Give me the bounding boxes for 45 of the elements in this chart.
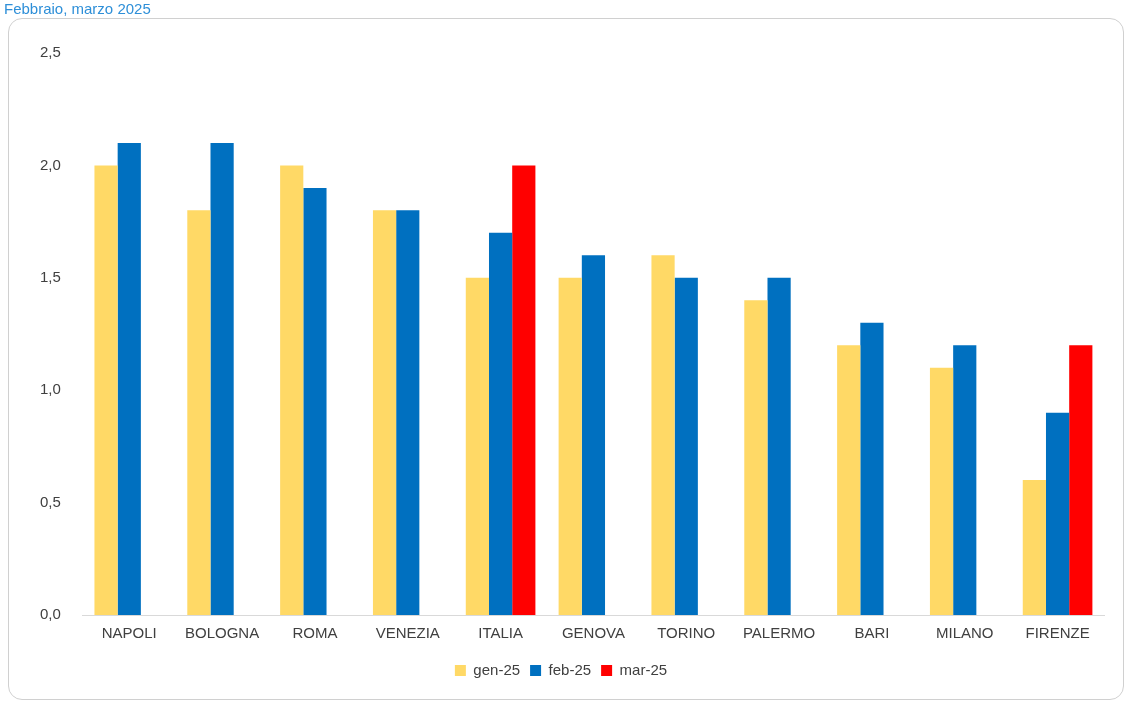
y-tick-label: 0,0 <box>39 605 61 623</box>
x-tick-label: VENEZIA <box>375 624 440 642</box>
bar <box>117 142 141 615</box>
bar <box>1045 412 1070 615</box>
legend-label: mar-25 <box>619 660 668 678</box>
bar <box>396 210 420 615</box>
bar <box>488 232 513 615</box>
y-tick-label: 2,5 <box>39 43 61 61</box>
bar <box>860 322 884 615</box>
bar <box>512 165 536 615</box>
bar <box>558 277 582 615</box>
x-tick-label: GENOVA <box>561 624 625 642</box>
bar <box>1069 345 1093 615</box>
bar <box>187 210 211 615</box>
x-tick-label: BOLOGNA <box>185 624 260 642</box>
x-tick-label: TORINO <box>657 624 716 642</box>
x-tick-label: PALERMO <box>742 624 816 642</box>
y-tick-label: 0,5 <box>39 492 61 510</box>
x-tick-label: ROMA <box>292 624 338 642</box>
bar <box>674 277 698 615</box>
y-tick-label: 2,0 <box>39 155 61 173</box>
bar <box>929 367 954 615</box>
chart-title: Febbraio, marzo 2025 <box>4 0 151 17</box>
bar <box>837 345 861 615</box>
bar <box>744 300 768 615</box>
x-tick-label: FIRENZE <box>1025 624 1090 642</box>
bar <box>94 165 118 615</box>
bar <box>210 142 234 615</box>
legend-label: gen-25 <box>473 660 521 678</box>
y-tick-label: 1,0 <box>39 380 61 398</box>
bar <box>303 187 327 615</box>
bar <box>651 255 675 615</box>
bar <box>372 210 397 615</box>
legend-label: feb-25 <box>548 660 592 678</box>
x-tick-label: BARI <box>854 624 890 642</box>
y-tick-label: 1,5 <box>39 267 61 285</box>
bar <box>953 345 977 615</box>
bar <box>767 277 791 615</box>
bar <box>581 255 606 615</box>
bar <box>465 277 489 615</box>
x-tick-label: ITALIA <box>478 624 523 642</box>
x-tick-label: MILANO <box>935 624 994 642</box>
bar <box>280 165 304 615</box>
bar <box>1022 480 1046 615</box>
x-tick-label: NAPOLI <box>101 624 157 642</box>
